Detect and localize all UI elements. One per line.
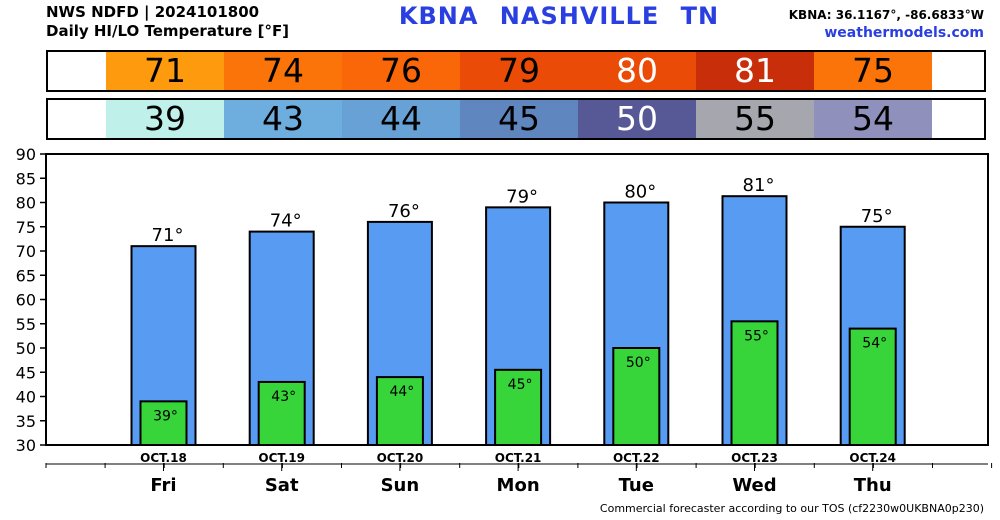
footer-note: Commercial forecaster according to our T… xyxy=(599,502,984,515)
high-temp-cell: 80 xyxy=(578,52,696,90)
low-temp-cell: 55 xyxy=(696,100,814,138)
high-temp-label: 71° xyxy=(152,225,184,246)
low-temp-label: 55° xyxy=(744,328,769,344)
low-temp-label: 39° xyxy=(153,408,178,424)
low-temp-bar xyxy=(848,327,897,447)
y-tick-label: 30 xyxy=(16,436,36,455)
date-label: OCT.23 xyxy=(731,451,778,465)
y-tick-label: 55 xyxy=(16,315,36,334)
high-temp-label: 81° xyxy=(743,175,775,196)
high-temp-label: 74° xyxy=(270,211,302,232)
variable-line: Daily HI/LO Temperature [°F] xyxy=(46,22,290,40)
low-temp-label: 54° xyxy=(862,336,887,352)
high-temp-cell: 75 xyxy=(814,52,932,90)
low-temp-cell: 45 xyxy=(460,100,578,138)
high-temp-band: 71 74 76 79 80 81 75 xyxy=(46,50,986,92)
date-label: OCT.19 xyxy=(258,451,305,465)
site-link[interactable]: weathermodels.com xyxy=(824,25,984,41)
day-label: Tue xyxy=(619,475,654,496)
high-temp-label: 80° xyxy=(624,182,656,203)
low-temp-bar xyxy=(494,368,543,447)
high-temp-cell: 74 xyxy=(224,52,342,90)
high-temp-cell: 76 xyxy=(342,52,460,90)
plot-frame xyxy=(45,153,989,446)
low-temp-label: 44° xyxy=(389,384,414,400)
low-temp-bar xyxy=(257,380,306,447)
y-tick-label: 35 xyxy=(16,412,36,431)
high-temp-cell: 71 xyxy=(106,52,224,90)
low-temp-cell: 39 xyxy=(106,100,224,138)
station-title: KBNA NASHVILLE TN xyxy=(398,2,720,30)
day-label: Fri xyxy=(150,475,176,496)
y-tick-label: 80 xyxy=(16,194,36,213)
high-temp-label: 79° xyxy=(506,186,538,207)
day-label: Sun xyxy=(381,475,420,496)
y-tick-label: 75 xyxy=(16,218,36,237)
date-label: OCT.24 xyxy=(849,451,896,465)
low-temp-cell: 50 xyxy=(578,100,696,138)
y-tick-label: 65 xyxy=(16,266,36,285)
low-temp-bar xyxy=(612,347,661,446)
day-label: Sat xyxy=(265,475,299,496)
day-label: Wed xyxy=(732,475,776,496)
low-temp-label: 45° xyxy=(508,377,533,393)
low-temp-bar xyxy=(139,400,188,447)
low-temp-band: 39 43 44 45 50 55 54 xyxy=(46,98,986,140)
high-temp-cell: 81 xyxy=(696,52,814,90)
y-tick-label: 90 xyxy=(16,145,36,164)
day-label: Mon xyxy=(497,475,540,496)
low-temp-bar xyxy=(730,320,779,447)
date-label: OCT.22 xyxy=(613,451,660,465)
high-temp-label: 76° xyxy=(388,201,420,222)
high-temp-label: 75° xyxy=(861,206,893,227)
low-temp-label: 43° xyxy=(271,389,296,405)
low-temp-cell: 44 xyxy=(342,100,460,138)
y-tick-label: 60 xyxy=(16,291,36,310)
y-tick-label: 85 xyxy=(16,169,36,188)
high-temp-cell: 79 xyxy=(460,52,578,90)
y-tick-label: 50 xyxy=(16,339,36,358)
day-label: Thu xyxy=(854,475,892,496)
y-tick-label: 45 xyxy=(16,363,36,382)
low-temp-cell: 43 xyxy=(224,100,342,138)
product-line: NWS NDFD | 2024101800 xyxy=(46,3,260,21)
y-tick-label: 70 xyxy=(16,242,36,261)
y-tick-label: 40 xyxy=(16,388,36,407)
station-coordinates: KBNA: 36.1167°, -86.6833°W xyxy=(788,8,984,22)
low-temp-label: 50° xyxy=(626,355,651,371)
date-label: OCT.18 xyxy=(140,451,187,465)
date-label: OCT.21 xyxy=(495,451,542,465)
low-temp-cell: 54 xyxy=(814,100,932,138)
date-label: OCT.20 xyxy=(377,451,424,465)
